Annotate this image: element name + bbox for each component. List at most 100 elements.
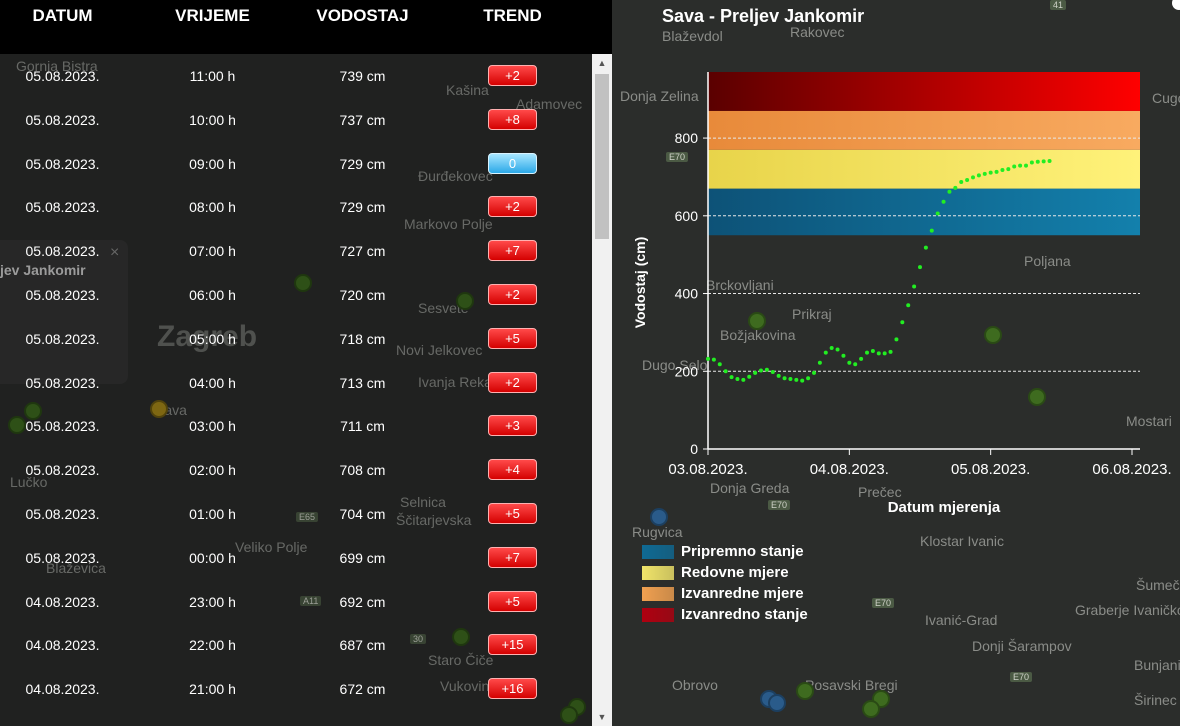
- trend-badge: +3: [488, 415, 537, 437]
- data-point: [841, 353, 846, 358]
- table-row[interactable]: 04.08.2023. 22:00 h 687 cm +15: [0, 623, 592, 667]
- row-date: 04.08.2023.: [25, 681, 100, 698]
- map-marker-icon[interactable]: [294, 274, 312, 292]
- road-number-label: 30: [410, 634, 427, 644]
- row-date: 05.08.2023.: [25, 462, 100, 479]
- row-time: 00:00 h: [189, 549, 236, 566]
- table-row[interactable]: 05.08.2023. 09:00 h 729 cm 0: [0, 142, 592, 186]
- row-date: 05.08.2023.: [25, 374, 100, 391]
- header-date: DATUM: [32, 6, 93, 25]
- row-date: 05.08.2023.: [25, 418, 100, 435]
- map-marker-icon[interactable]: [452, 628, 470, 646]
- data-point: [982, 171, 987, 176]
- trend-badge: +5: [488, 503, 537, 524]
- table-row[interactable]: 05.08.2023. 10:00 h 737 cm +8: [0, 98, 592, 142]
- map-place-label: Kašina: [446, 82, 489, 98]
- data-point: [1006, 167, 1011, 172]
- table-row[interactable]: 05.08.2023. 04:00 h 713 cm +2: [0, 361, 592, 405]
- data-point: [711, 357, 716, 362]
- row-date: 05.08.2023.: [25, 287, 100, 303]
- trend-badge: +8: [488, 108, 537, 130]
- map-place-label: Lučko: [10, 474, 48, 490]
- row-time: 23:00 h: [189, 593, 236, 610]
- threshold-band: [708, 149, 1140, 189]
- table-row[interactable]: 05.08.2023. 07:00 h 727 cm +7: [0, 229, 592, 273]
- map-place-label: Veliko Polje: [235, 539, 308, 555]
- map-popup[interactable]: × jev Jankomir: [0, 240, 128, 384]
- close-icon[interactable]: ×: [110, 244, 120, 261]
- map-place-label: Bunjani: [1134, 657, 1180, 673]
- map-marker-icon[interactable]: [456, 292, 474, 310]
- map-place-label: Rugvica: [632, 524, 683, 540]
- row-level: 704 cm: [339, 506, 386, 522]
- map-marker-icon[interactable]: [650, 508, 668, 526]
- table-row[interactable]: 04.08.2023. 21:00 h 672 cm +16: [0, 667, 592, 711]
- map-place-label: Posavski Bregi: [805, 677, 898, 693]
- table-row[interactable]: 05.08.2023. 08:00 h 729 cm +2: [0, 185, 592, 229]
- map-marker-icon[interactable]: [560, 706, 578, 724]
- row-date: 04.08.2023.: [25, 593, 100, 610]
- map-marker-icon[interactable]: [862, 700, 880, 718]
- row-date: 05.08.2023.: [25, 68, 100, 84]
- map-place-label: Vukovina: [440, 678, 498, 694]
- table-row[interactable]: 05.08.2023. 11:00 h 739 cm +2: [0, 54, 592, 98]
- map-place-label: Rakovec: [790, 24, 845, 40]
- y-tick-label: 800: [675, 130, 699, 146]
- map-marker-icon[interactable]: [150, 400, 168, 418]
- table-row[interactable]: 05.08.2023. 00:00 h 699 cm +7: [0, 536, 592, 580]
- data-point: [717, 362, 722, 367]
- scroll-thumb[interactable]: [595, 74, 609, 239]
- map-place-label: Božjakovina: [720, 327, 796, 343]
- table-row[interactable]: 04.08.2023. 23:00 h 692 cm +5: [0, 580, 592, 624]
- table-body[interactable]: 05.08.2023. 11:00 h 739 cm +2 05.08.2023. 10:…: [0, 54, 592, 726]
- data-point: [835, 347, 840, 352]
- row-time: 10:00 h: [189, 111, 236, 128]
- map-place-label: Starо Čiče: [428, 652, 494, 668]
- data-point: [1047, 159, 1052, 164]
- table-scrollbar[interactable]: ▲ ▼: [592, 54, 612, 726]
- data-point: [935, 211, 940, 216]
- map-marker-icon[interactable]: [24, 402, 42, 420]
- table-row[interactable]: 05.08.2023. 03:00 h 711 cm +3: [0, 404, 592, 448]
- y-tick-label: 200: [675, 363, 699, 379]
- data-point: [776, 373, 781, 378]
- scroll-up-arrow-icon[interactable]: ▲: [597, 58, 607, 68]
- road-number-label: A11: [300, 596, 322, 606]
- data-point: [865, 350, 869, 355]
- map-marker-icon[interactable]: [1028, 388, 1046, 406]
- data-point: [1041, 159, 1046, 164]
- row-date: 05.08.2023.: [25, 111, 100, 128]
- table-row[interactable]: 05.08.2023. 01:00 h 704 cm +5: [0, 492, 592, 536]
- map-marker-icon[interactable]: [8, 416, 26, 434]
- map-place-label: Širinec: [1134, 692, 1177, 708]
- map-place-label: Graberje Ivaničko: [1075, 602, 1180, 618]
- map-marker-icon[interactable]: [796, 682, 814, 700]
- data-point: [1000, 167, 1005, 172]
- map-place-label: Markovo Polje: [404, 216, 493, 232]
- data-point: [747, 374, 752, 379]
- trend-badge: +2: [488, 196, 537, 218]
- scroll-down-arrow-icon[interactable]: ▼: [597, 712, 607, 722]
- header-time: VRIJEME: [175, 6, 250, 25]
- map-marker-icon[interactable]: [768, 694, 786, 712]
- table-row[interactable]: 05.08.2023. 05:00 h 718 cm +5: [0, 317, 592, 361]
- road-number-label: E70: [666, 152, 689, 162]
- row-level: 739 cm: [339, 68, 386, 84]
- water-level-table: DATUM VRIJEME VODOSTAJ TREND × jev Janko…: [0, 0, 612, 726]
- data-point: [876, 351, 881, 356]
- map-place-label: Ščitarjevska: [396, 512, 472, 528]
- table-row[interactable]: 05.08.2023. 06:00 h 720 cm +2: [0, 273, 592, 317]
- row-time: 01:00 h: [189, 506, 236, 522]
- popup-title: jev Jankomir: [0, 262, 86, 278]
- x-tick-label: 06.08.2023.: [1092, 461, 1171, 478]
- corner-control[interactable]: [1172, 0, 1180, 10]
- map-marker-icon[interactable]: [984, 326, 1002, 344]
- map-place-label: Adamovec: [516, 96, 583, 112]
- row-date: 05.08.2023.: [25, 330, 100, 347]
- table-row[interactable]: 05.08.2023. 02:00 h 708 cm +4: [0, 448, 592, 492]
- row-time: 21:00 h: [189, 681, 236, 698]
- map-marker-icon[interactable]: [748, 312, 766, 330]
- data-point: [817, 360, 822, 365]
- data-point: [894, 337, 899, 342]
